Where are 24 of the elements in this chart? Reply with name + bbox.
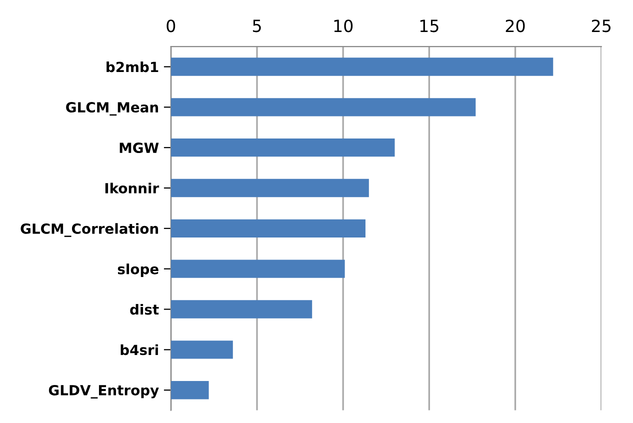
bar — [170, 381, 209, 400]
y-tick-label: GLCM_Mean — [66, 102, 158, 116]
bar — [170, 98, 476, 116]
x-tick-label: 0 — [166, 20, 176, 32]
bar — [170, 138, 395, 157]
bar — [170, 178, 369, 198]
y-tick-label: MGW — [120, 142, 159, 154]
y-tick-label: b4sri — [120, 344, 158, 356]
x-tick-label: 25 — [592, 20, 610, 32]
y-tick-label: slope — [118, 264, 158, 278]
x-tick-label: 15 — [420, 20, 438, 32]
y-tick-label: b2mb1 — [106, 61, 158, 72]
x-tick-label: 20 — [506, 20, 525, 32]
y-tick-label: GLDV_Entropy — [48, 384, 159, 399]
bar — [170, 300, 312, 318]
x-tick-label: 5 — [252, 20, 261, 32]
bar — [170, 260, 345, 278]
bar — [170, 340, 233, 359]
bar — [170, 219, 366, 238]
bar — [170, 58, 554, 76]
y-tick-label: GLCM_Correlation — [20, 223, 158, 237]
y-tick-label: dist — [130, 304, 159, 315]
y-tick-label: Ikonnir — [105, 182, 160, 194]
x-tick-label: 10 — [334, 20, 353, 32]
